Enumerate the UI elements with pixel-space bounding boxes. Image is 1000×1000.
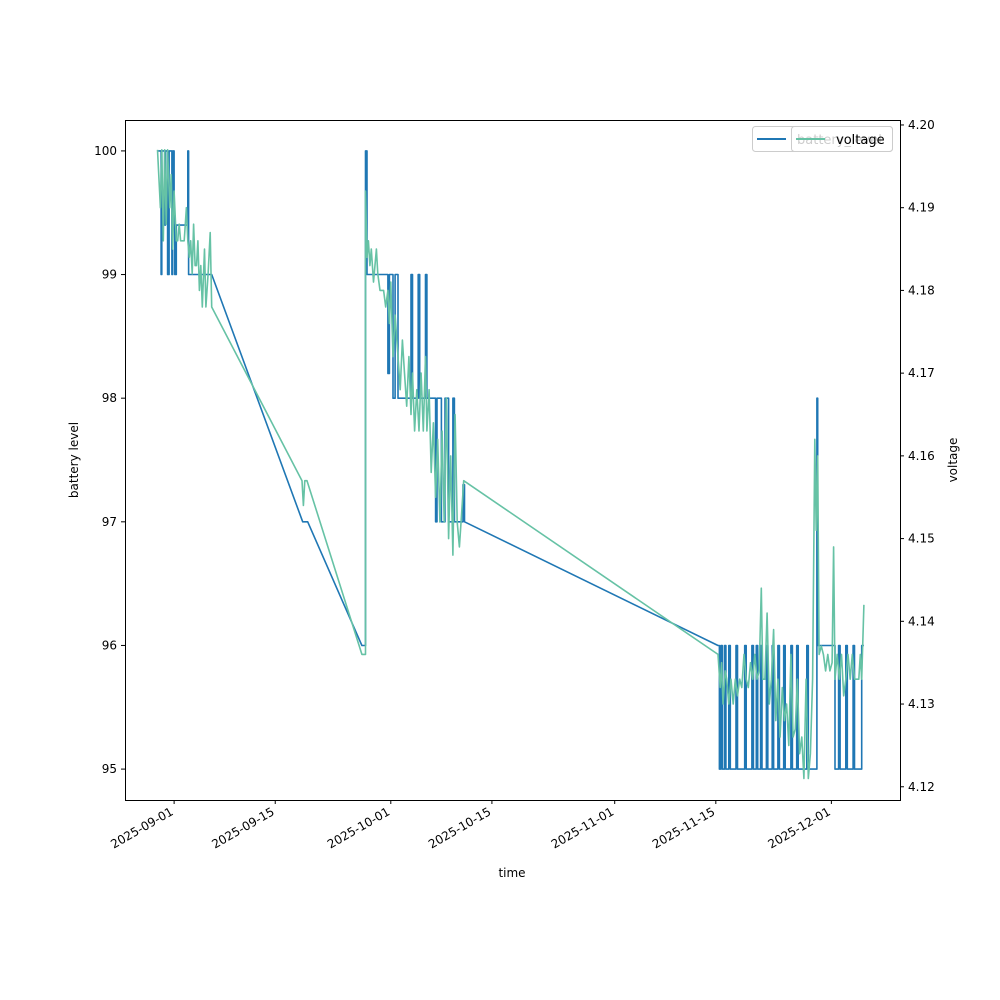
y2-tick-label: 4.19	[908, 201, 935, 215]
x-tick-label: 2025-10-15	[426, 804, 493, 851]
legend-label-voltage: voltage	[836, 133, 885, 148]
x-tick-label: 2025-11-15	[650, 804, 717, 851]
plot-frame	[125, 120, 901, 801]
y-tick-label: 97	[102, 515, 117, 529]
y-axis-label: battery level	[67, 422, 81, 498]
y2-tick-label: 4.12	[908, 780, 935, 794]
x-tick-label: 2025-09-15	[209, 804, 276, 851]
y2-tick-label: 4.18	[908, 283, 935, 297]
y2-tick-label: 4.13	[908, 697, 935, 711]
y-tick-label: 95	[102, 762, 117, 776]
x-tick-label: 2025-11-01	[549, 804, 616, 851]
y-tick-label: 96	[102, 638, 117, 652]
plot-lines	[156, 149, 865, 780]
y2-tick-label: 4.15	[908, 532, 935, 546]
y2-tick-label: 4.14	[908, 614, 935, 628]
x-axis-label: time	[498, 866, 525, 880]
y2-tick-label: 4.16	[908, 449, 935, 463]
y-tick-label: 99	[102, 268, 117, 282]
legend-box	[791, 126, 893, 152]
x-tick-label: 2025-09-01	[108, 804, 175, 851]
y-axis-right: 4.12 4.13 4.14 4.15 4.16 4.17 4.18 4.19 4.20	[900, 118, 935, 794]
series-line-battery_level	[158, 150, 864, 770]
x-tick-label: 2025-10-01	[325, 804, 392, 851]
legend-voltage: voltage	[791, 126, 893, 152]
y-tick-label: 98	[102, 391, 117, 405]
x-axis: 2025-09-01 2025-09-15 2025-10-01 2025-10-15…	[108, 800, 833, 851]
y2-tick-label: 4.17	[908, 366, 935, 380]
y2-axis-label: voltage	[946, 438, 960, 483]
x-tick-label: 2025-12-01	[765, 804, 832, 851]
y-axis-left: 95 96 97 98 99 100	[94, 144, 125, 776]
y-tick-label: 100	[94, 144, 117, 158]
y2-tick-label: 4.20	[908, 118, 935, 132]
series-line-voltage	[156, 149, 865, 780]
